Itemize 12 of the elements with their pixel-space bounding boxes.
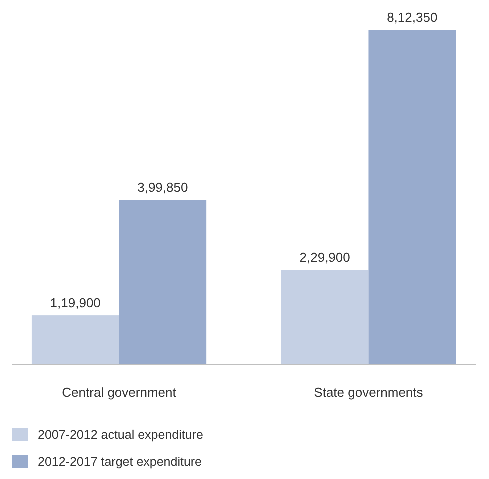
data-label: 3,99,850 (138, 180, 188, 196)
bar (32, 316, 120, 365)
data-label: 8,12,350 (387, 10, 438, 25)
legend-label: 2007-2012 actual expenditure (38, 428, 204, 442)
bar (368, 30, 456, 365)
x-tick-label: State governments (314, 385, 424, 400)
bar (281, 270, 369, 365)
x-tick-label: Central government (62, 385, 177, 400)
data-label: 2,29,900 (300, 250, 350, 266)
legend-label: 2012-2017 target expenditure (38, 455, 202, 469)
data-label: 1,19,900 (50, 296, 101, 311)
bar (119, 200, 207, 365)
